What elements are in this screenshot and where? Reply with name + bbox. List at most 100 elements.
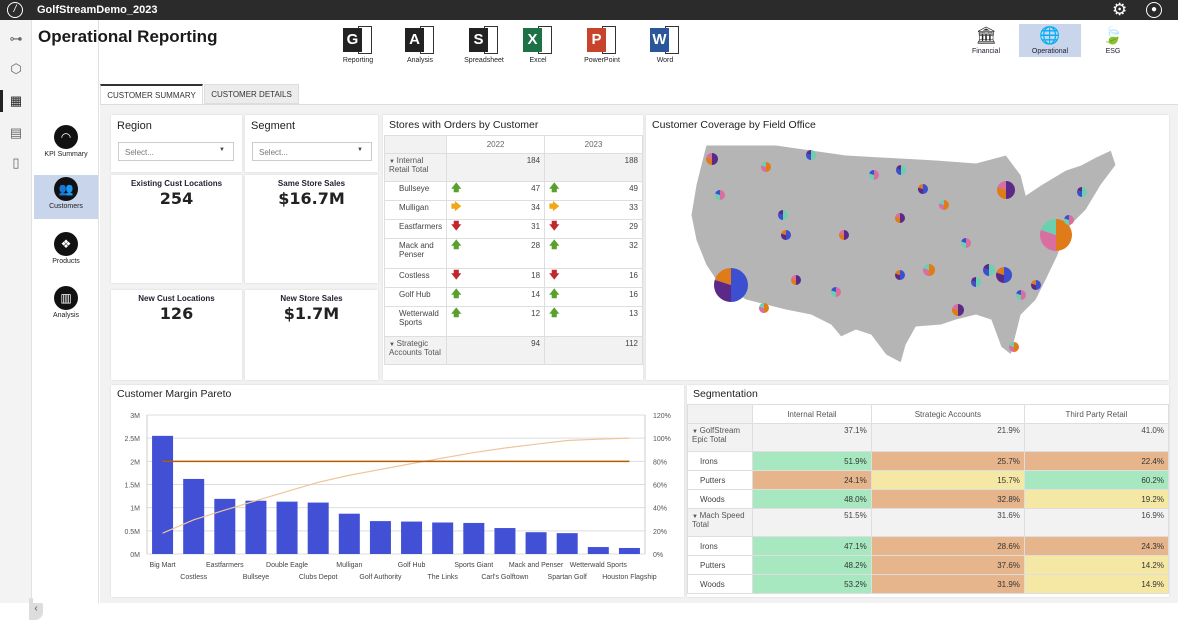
office-pie-marker[interactable] xyxy=(895,213,905,223)
office-pie-marker[interactable] xyxy=(1040,219,1072,252)
office-pie-marker[interactable] xyxy=(1064,215,1074,225)
tool-word[interactable]: W Word xyxy=(640,26,690,64)
office-pie-marker[interactable] xyxy=(1077,187,1087,197)
tool-excel[interactable]: X Excel xyxy=(513,26,563,64)
trend-up-icon: 🡅 xyxy=(549,183,560,194)
tool-analysis[interactable]: A Analysis xyxy=(395,26,445,64)
office-pie-marker[interactable] xyxy=(996,267,1012,283)
office-pie-marker[interactable] xyxy=(759,303,769,313)
pie-slice xyxy=(952,304,958,310)
pie-slice xyxy=(791,278,796,285)
office-pie-marker[interactable] xyxy=(983,264,995,276)
office-pie-marker[interactable] xyxy=(714,268,748,302)
pie-slice xyxy=(781,230,786,235)
category-financial[interactable]: 🏛 Financial xyxy=(955,24,1017,57)
kpi-new-store-sales: New Store Sales $1.7M xyxy=(245,290,378,380)
region-select[interactable]: Select... ▼ xyxy=(118,142,234,161)
collapse-icon[interactable]: ▼ xyxy=(389,159,397,165)
office-pie-marker[interactable] xyxy=(971,277,981,287)
heat-cell: 37.6% xyxy=(870,555,1025,575)
office-pie-marker[interactable] xyxy=(1031,280,1041,290)
pie-slice xyxy=(997,187,1006,199)
office-pie-marker[interactable] xyxy=(1016,290,1026,300)
tool-reporting[interactable]: G Reporting xyxy=(333,26,383,64)
heat-cell: 22.4% xyxy=(1023,451,1169,471)
office-pie-marker[interactable] xyxy=(869,170,879,180)
trend-down-icon: 🡇 xyxy=(451,221,462,232)
office-pie-marker[interactable] xyxy=(923,264,935,276)
segmentation-table: Internal Retail Strategic Accounts Third P… xyxy=(687,404,1169,594)
office-pie-marker[interactable] xyxy=(961,238,971,248)
office-pie-marker[interactable] xyxy=(997,181,1015,199)
bar xyxy=(307,502,329,554)
group-total-row[interactable]: ▼ Mach Speed Total 51.5% 31.6% 16.9% xyxy=(687,508,1169,537)
nav-analysis[interactable]: ▥ Analysis xyxy=(34,284,98,328)
bar xyxy=(152,435,174,554)
tool-spreadsheet[interactable]: S Spreadsheet xyxy=(459,26,509,64)
collapse-icon[interactable]: ▼ xyxy=(692,429,700,435)
office-pie-marker[interactable] xyxy=(895,270,905,280)
office-pie-marker[interactable] xyxy=(939,200,949,210)
office-pie-marker[interactable] xyxy=(715,190,725,200)
pie-slice xyxy=(996,267,1004,275)
office-pie-marker[interactable] xyxy=(791,275,801,285)
pie-slice xyxy=(715,193,720,200)
nav-kpi-summary[interactable]: ◠ KPI Summary xyxy=(34,123,98,167)
table-row: Woods 48.0% 32.8% 19.2% xyxy=(687,489,1169,509)
category-esg[interactable]: 🍃 ESG xyxy=(1082,24,1144,57)
nav-products[interactable]: ❖ Products xyxy=(34,230,98,274)
document-icon[interactable]: ▤ xyxy=(9,125,23,140)
y-tick-label: 3M xyxy=(130,413,140,420)
bar xyxy=(525,532,547,554)
pie-slice xyxy=(1036,280,1041,290)
table-row: Putters 48.2% 37.6% 14.2% xyxy=(687,555,1169,575)
pie-slice xyxy=(939,203,944,210)
tab-customer-summary[interactable]: CUSTOMER SUMMARY xyxy=(100,84,203,104)
logo-icon[interactable]: / xyxy=(7,2,23,18)
pie-slice xyxy=(720,190,725,200)
office-pie-marker[interactable] xyxy=(839,230,849,240)
group-total-row[interactable]: ▼ Internal Retail Total 184 188 xyxy=(383,153,643,182)
tab-customer-details[interactable]: CUSTOMER DETAILS xyxy=(204,84,299,104)
office-pie-marker[interactable] xyxy=(761,162,771,172)
group-total-row[interactable]: ▼ GolfStream Epic Total 37.1% 21.9% 41.0% xyxy=(687,423,1169,452)
us-map[interactable] xyxy=(646,115,1169,380)
pie-slice xyxy=(1021,290,1026,300)
office-pie-marker[interactable] xyxy=(952,304,964,316)
dashboard-icon[interactable]: ▦ xyxy=(9,93,23,108)
stores-table: 2022 2023 ▼ Internal Retail Total 184 188 Bul… xyxy=(383,135,643,365)
pie-slice xyxy=(900,270,905,280)
office-pie-marker[interactable] xyxy=(918,184,928,194)
user-icon[interactable]: ● xyxy=(1146,2,1162,18)
y2-tick-label: 80% xyxy=(653,459,667,466)
category-operational[interactable]: 🌐 Operational xyxy=(1019,24,1081,57)
segment-select[interactable]: Select... ▼ xyxy=(252,142,372,161)
group-total-row[interactable]: ▼ Strategic Accounts Total 94 112 xyxy=(383,336,643,365)
hierarchy-icon[interactable]: ⊶ xyxy=(9,31,23,46)
bar xyxy=(183,478,205,554)
x-tick-label: Mulligan xyxy=(336,562,362,569)
office-pie-marker[interactable] xyxy=(706,153,718,165)
nav-customers[interactable]: 👥 Customers xyxy=(34,175,98,219)
tool-powerpoint[interactable]: P PowerPoint xyxy=(577,26,627,64)
pie-slice xyxy=(831,287,836,292)
pie-slice xyxy=(996,272,1004,283)
segmentation-title: Segmentation xyxy=(693,388,758,400)
office-pie-marker[interactable] xyxy=(896,165,906,175)
office-pie-marker[interactable] xyxy=(781,230,791,240)
collapse-icon[interactable]: ▼ xyxy=(692,514,700,520)
office-pie-marker[interactable] xyxy=(806,150,816,160)
gear-icon[interactable]: ⚙ xyxy=(1112,0,1128,19)
office-pie-marker[interactable] xyxy=(831,287,841,297)
pie-slice xyxy=(1031,283,1036,290)
office-pie-marker[interactable] xyxy=(778,210,788,220)
trend-down-icon: 🡇 xyxy=(451,270,462,281)
carousel-icon[interactable]: ▯ xyxy=(12,155,20,170)
pie-slice xyxy=(839,233,844,240)
x-tick-label: Golf Hub xyxy=(398,562,426,569)
cube-icon[interactable]: ⬡ xyxy=(10,61,22,76)
pie-slice xyxy=(759,306,764,313)
office-pie-marker[interactable] xyxy=(1009,342,1019,352)
bar xyxy=(494,528,516,554)
collapse-icon[interactable]: ▼ xyxy=(389,342,397,348)
